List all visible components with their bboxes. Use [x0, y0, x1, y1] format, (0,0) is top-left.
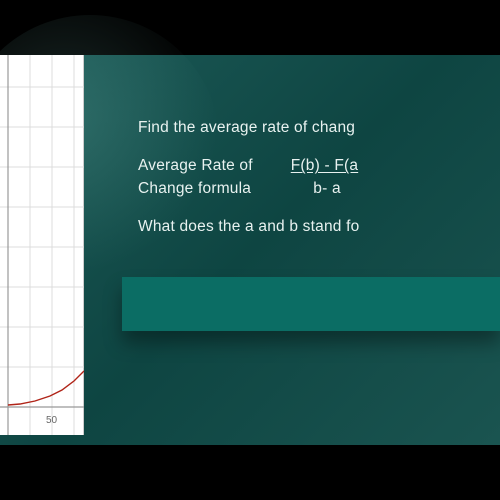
formula-label: Average Rate of Change formula	[138, 155, 253, 200]
slide-text: Find the average rate of chang Average R…	[138, 117, 359, 239]
slide-background: 50 Find the average rate of chang Averag…	[0, 55, 500, 445]
x-tick-50: 50	[46, 415, 58, 426]
formula-expression: F(b) - F(a b- a	[291, 155, 358, 200]
formula-label-top: Average Rate of	[138, 155, 253, 177]
formula-denominator: b- a	[291, 178, 358, 200]
curve	[8, 371, 84, 405]
formula-row: Average Rate of Change formula F(b) - F(…	[138, 155, 359, 200]
grid-lines	[0, 55, 84, 435]
formula-numerator: F(b) - F(a	[291, 155, 358, 177]
line-3: What does the a and b stand fo	[138, 216, 359, 238]
accent-bar	[122, 277, 500, 331]
axes	[0, 55, 84, 435]
formula-label-bottom: Change formula	[138, 178, 253, 200]
chart-svg: 50	[0, 55, 84, 435]
line-1: Find the average rate of chang	[138, 117, 359, 139]
chart-panel: 50	[0, 55, 84, 435]
